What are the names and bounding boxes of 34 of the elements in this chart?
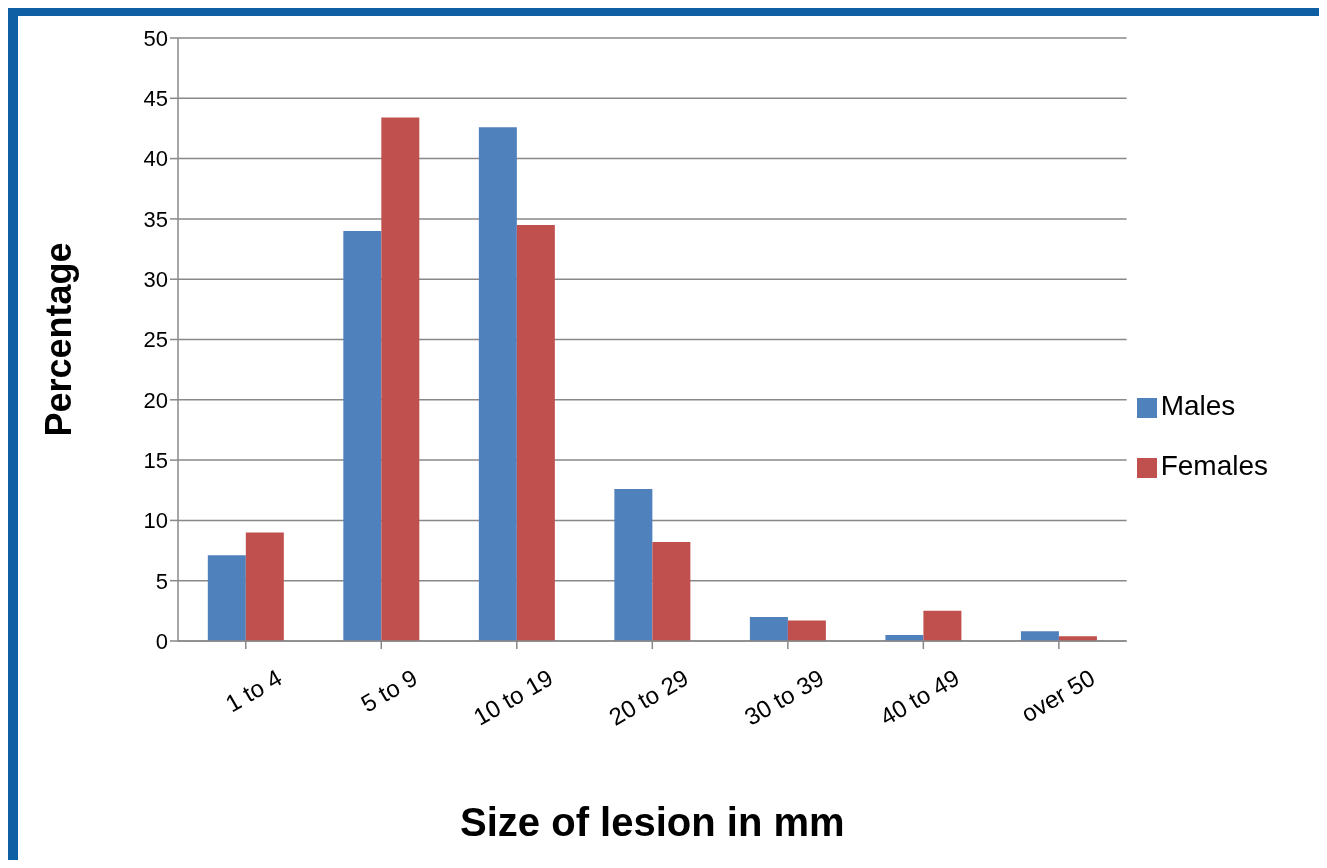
bar [516,224,555,641]
y-tick-label: 15 [143,447,168,473]
x-tick-label: 1 to 4 [220,663,287,718]
y-axis-title: Percentage [37,242,79,437]
bar [923,610,962,641]
y-tick-label: 10 [143,508,168,534]
x-axis-title: Size of lesion in mm [460,800,845,844]
bar [1020,631,1059,641]
bar [207,555,246,641]
y-tick-label: 40 [143,146,168,172]
bar [381,117,420,641]
bar [652,542,691,641]
x-tick-label: 40 to 49 [875,663,964,731]
y-tick-label: 0 [155,628,168,654]
bar [245,532,284,641]
y-tick-label: 30 [143,267,168,293]
legend-label: Females [1160,450,1268,481]
y-tick-label: 5 [155,568,168,594]
x-tick-label: 5 to 9 [356,663,422,718]
x-tick-label: over 50 [1016,663,1100,728]
bar [478,127,517,641]
y-tick-label: 45 [143,86,168,112]
y-tick-label: 25 [143,327,168,353]
y-tick-label: 50 [143,25,168,51]
x-tick-label: 20 to 29 [604,663,693,731]
x-tick-label: 30 to 39 [739,663,829,731]
bar [343,230,382,641]
y-tick-label: 20 [143,387,168,413]
x-tick-label: 10 to 19 [468,663,558,731]
bar [614,489,653,641]
legend-label: Males [1160,390,1236,421]
bar [787,620,826,641]
y-tick-label: 35 [143,206,168,232]
bar [749,616,788,641]
